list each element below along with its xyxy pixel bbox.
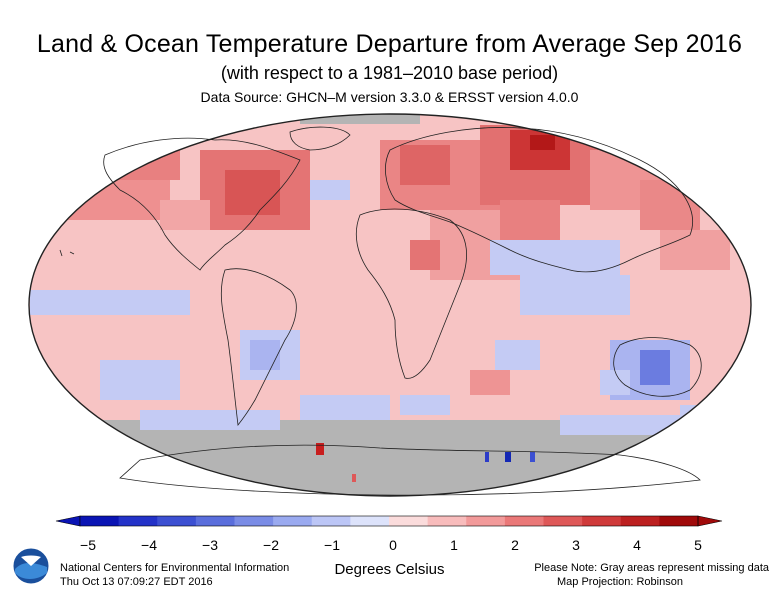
colorbar-swatches	[55, 515, 723, 527]
colorbar-swatch	[350, 516, 390, 526]
colorbar-swatch	[234, 516, 274, 526]
colorbar-tick-label: 4	[633, 537, 641, 553]
colorbar-swatch	[80, 516, 120, 526]
colorbar-max-arrow	[697, 515, 723, 527]
footer-organization: National Centers for Environmental Infor…	[60, 562, 290, 574]
colorbar-swatch	[620, 516, 660, 526]
footer-missing-note: Please Note: Gray areas represent missin…	[534, 562, 769, 574]
data-source: Data Source: GHCN–M version 3.3.0 & ERSS…	[200, 89, 579, 105]
map-subtitle: (with respect to a 1981–2010 base period…	[220, 63, 559, 83]
arctic-missing-region	[300, 114, 420, 124]
footer-projection: Map Projection: Robinson	[557, 576, 683, 588]
colorbar-tick-label: 3	[572, 537, 580, 553]
colorbar-swatch	[659, 516, 699, 526]
colorbar-tick-label: 0	[389, 537, 397, 553]
colorbar-tick-label: 1	[450, 537, 458, 553]
colorbar-tick-label: 5	[694, 537, 702, 553]
colorbar-swatch	[195, 516, 235, 526]
colorbar-tick-label: 2	[511, 537, 519, 553]
colorbar-swatch	[157, 516, 197, 526]
colorbar-swatch	[118, 516, 158, 526]
colorbar-ticks: −5 −4 −3 −2 −1 0 1 2 3 4 5	[80, 537, 702, 553]
colorbar-min-arrow	[55, 515, 81, 527]
colorbar-swatch	[427, 516, 467, 526]
footer-timestamp: Thu Oct 13 07:09:27 EDT 2016	[60, 576, 213, 588]
anomaly-cell	[30, 290, 190, 315]
colorbar-swatch	[466, 516, 506, 526]
colorbar-tick-label: −4	[141, 537, 157, 553]
colorbar-swatch	[582, 516, 622, 526]
continent-outlines	[59, 126, 702, 496]
colorbar-tick-label: −1	[324, 537, 340, 553]
noaa-logo-icon	[12, 547, 50, 585]
colorbar-tick-label: −5	[80, 537, 96, 553]
colorbar-swatch	[273, 516, 313, 526]
colorbar-swatch	[311, 516, 351, 526]
colorbar-tick-label: −3	[202, 537, 218, 553]
colorbar-swatch	[389, 516, 429, 526]
colorbar-units: Degrees Celsius	[334, 561, 445, 578]
map-title: Land & Ocean Temperature Departure from …	[36, 30, 743, 58]
colorbar-swatch	[543, 516, 583, 526]
colorbar-swatch	[504, 516, 544, 526]
colorbar-tick-label: −2	[263, 537, 279, 553]
map-border	[28, 113, 752, 497]
